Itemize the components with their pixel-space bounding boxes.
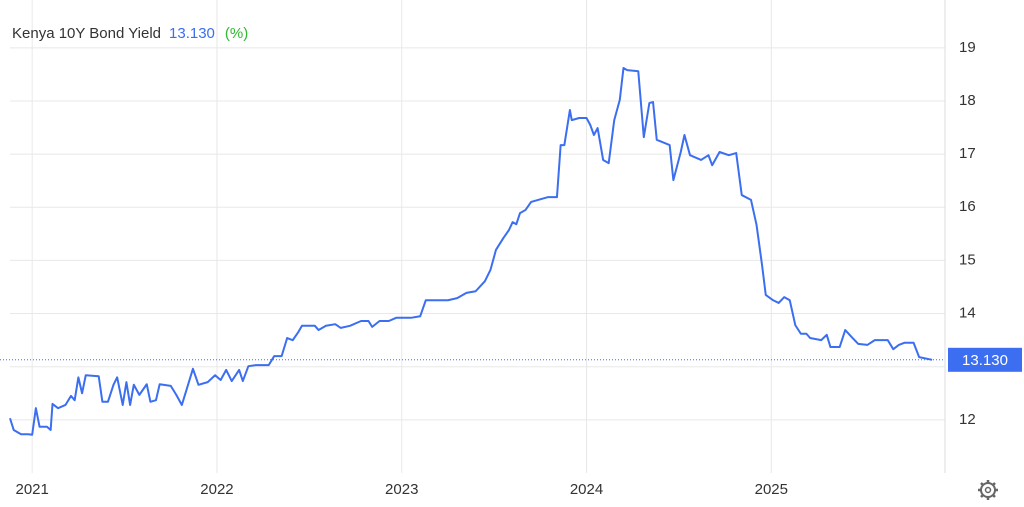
y-tick-label: 19 [959,39,976,56]
x-tick-label: 2022 [200,481,233,498]
unit: (%) [225,25,248,42]
series-line [9,67,933,436]
y-tick-label: 15 [959,251,976,268]
y-tick-label: 17 [959,145,976,162]
y-tick-label: 18 [959,92,976,109]
x-tick-label: 2023 [385,481,418,498]
last-value: 13.130 [169,25,215,42]
y-tick-label: 14 [959,305,976,322]
chart-title: Kenya 10Y Bond Yield [12,25,161,42]
gear-hub [984,486,992,494]
y-tick-label: 12 [959,411,976,428]
y-tick-label: 16 [959,198,976,215]
x-tick-label: 2024 [570,481,603,498]
last-value-box [948,347,1022,372]
x-tick-label: 2025 [755,481,788,498]
x-tick-label: 2021 [15,481,48,498]
gear-teeth [978,480,998,500]
last-value-label: 13.130 [962,352,1008,369]
settings-icon[interactable] [978,480,998,500]
